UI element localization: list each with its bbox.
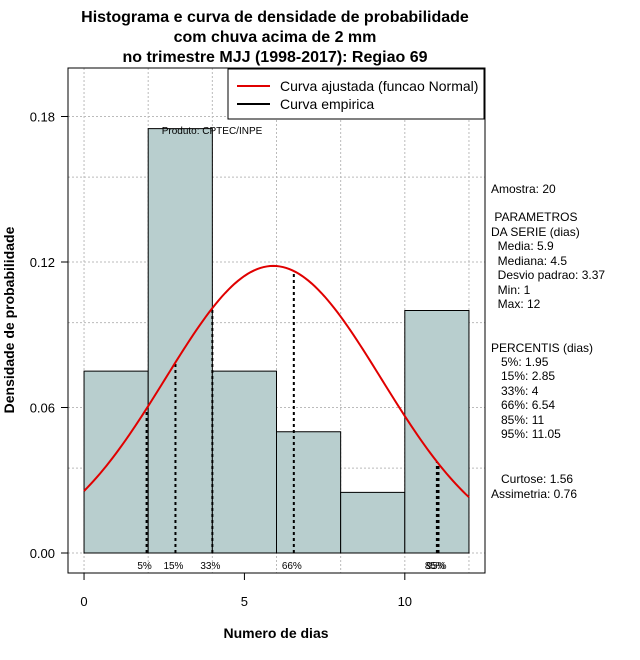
x-tick-label-10: 10 <box>398 594 412 609</box>
percentile-label-95: 95% <box>426 561 446 572</box>
percentil-85: 85%: 11 <box>491 413 545 427</box>
param-max: Max: 12 <box>491 297 541 311</box>
histogram-bar-4 <box>276 431 342 554</box>
y-axis: 0.00 0.06 0.12 0.18 <box>30 110 69 561</box>
percentis-title: PERCENTIS (dias) <box>491 341 594 355</box>
y-tick-label-2: 0.12 <box>30 255 55 270</box>
x-tick-label-0: 0 <box>80 594 87 609</box>
x-tick-label-5: 5 <box>241 594 248 609</box>
param-median: Mediana: 4.5 <box>491 254 568 268</box>
percentil-33: 33%: 4 <box>491 384 539 398</box>
param-sd: Desvio padrao: 3.37 <box>491 268 606 282</box>
title-line-3: no trimestre MJJ (1998-2017): Regiao 69 <box>122 49 427 66</box>
param-min: Min: 1 <box>491 283 531 297</box>
percentile-label-5: 5% <box>137 561 152 572</box>
histogram-bar-5 <box>340 491 406 554</box>
histogram-bar-2 <box>147 128 213 554</box>
x-axis: 0 5 10 <box>80 572 412 609</box>
title-line-2: com chuva acima de 2 mm <box>174 29 377 46</box>
legend-box <box>227 68 485 120</box>
percentile-lines: 5% 15% 33% 66% 85%95% <box>137 271 447 572</box>
title-line-1: Histograma e curva de densidade de proba… <box>81 9 469 26</box>
normal-curve <box>83 264 470 498</box>
percentile-label-85: 85% <box>425 561 445 572</box>
param-mean: Media: 5.9 <box>491 239 554 253</box>
params-title-2: DA SERIE (dias) <box>491 225 580 239</box>
chart-title: Histograma e curva de densidade de proba… <box>81 9 469 66</box>
percentile-label-66: 66% <box>282 561 302 572</box>
percentil-95: 95%: 11.05 <box>491 427 561 441</box>
legend-label-fitted: Curva ajustada (funcao Normal) <box>280 78 478 94</box>
percentile-label-15: 15% <box>163 561 183 572</box>
y-tick-label-1: 0.06 <box>30 401 55 416</box>
source-label: Produto: CPTEC/INPE <box>162 126 263 137</box>
legend: Curva ajustada (funcao Normal) Curva emp… <box>227 68 485 120</box>
y-tick-label-3: 0.18 <box>30 110 55 125</box>
y-axis-label: Densidade de probabilidade <box>1 226 17 413</box>
histogram-bars <box>83 128 470 554</box>
percentil-15: 15%: 2.85 <box>491 369 556 383</box>
legend-label-empirical: Curva empirica <box>280 96 374 112</box>
sample-size: Amostra: 20 <box>491 182 556 196</box>
skewness: Assimetria: 0.76 <box>491 487 578 501</box>
percentil-66: 66%: 6.54 <box>491 398 556 412</box>
y-tick-label-0: 0.00 <box>30 546 55 561</box>
histogram-bar-3 <box>211 370 278 554</box>
percentile-label-33: 33% <box>200 561 220 572</box>
histogram-bar-1 <box>83 370 149 554</box>
percentil-5: 5%: 1.95 <box>491 355 549 369</box>
x-axis-label: Numero de dias <box>223 625 328 641</box>
kurtosis: Curtose: 1.56 <box>491 472 574 486</box>
params-title-1: PARAMETROS <box>491 210 578 224</box>
